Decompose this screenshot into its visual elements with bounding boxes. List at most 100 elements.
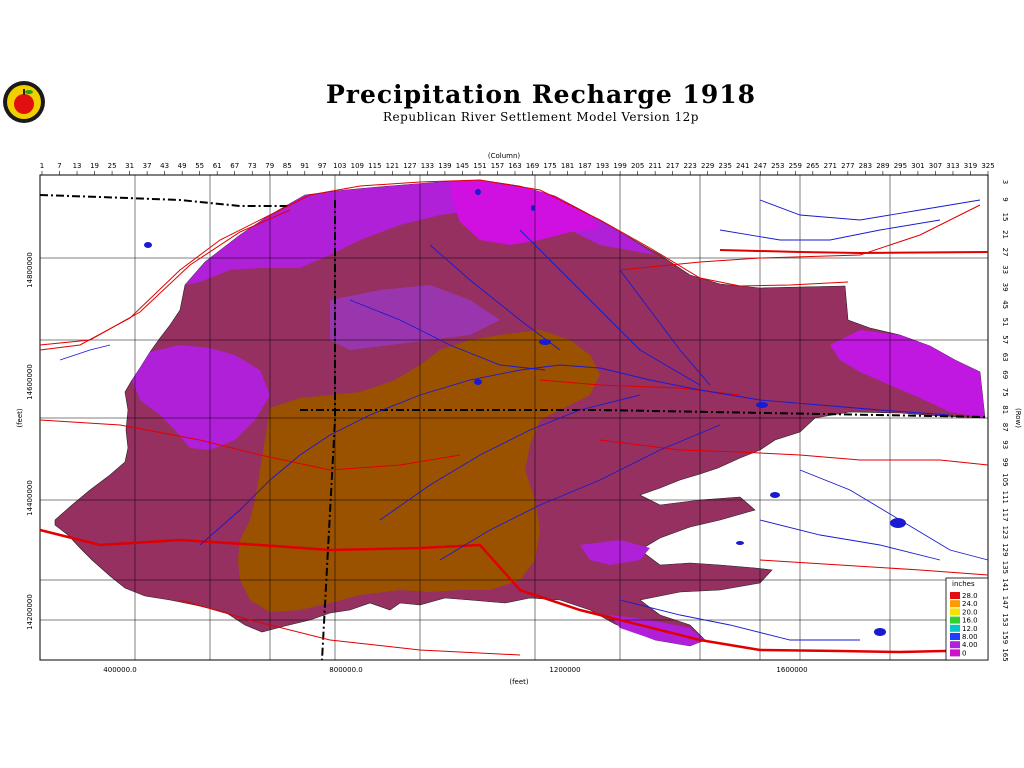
legend-label: 8.00 — [962, 633, 978, 641]
row-tick-label: 117 — [1001, 508, 1009, 521]
legend-swatch — [950, 633, 960, 640]
y-tick: 14400000 — [26, 480, 34, 516]
row-tick-label: 93 — [1001, 440, 1009, 449]
legend-label: 20.0 — [962, 608, 978, 616]
row-tick-label: 99 — [1001, 458, 1009, 467]
x-tick: 1600000 — [776, 666, 807, 674]
lakes — [144, 189, 906, 636]
column-tick-label: 247 — [754, 162, 767, 170]
column-tick-label: 283 — [859, 162, 872, 170]
column-tick-label: 175 — [543, 162, 556, 170]
column-tick-label: 187 — [578, 162, 591, 170]
legend-title: inches — [952, 580, 975, 588]
y-tick: 14600000 — [26, 364, 34, 400]
legend-label: 0 — [962, 649, 966, 657]
purple-zone-west — [132, 345, 270, 450]
column-tick-label: 295 — [894, 162, 907, 170]
column-ticks: 1 7 13 19 25 31 37 43 49 55 61 67 73 79 85 91 97 103 109 11… — [40, 162, 995, 175]
legend-swatch — [950, 608, 960, 616]
column-tick-label: 241 — [736, 162, 749, 170]
row-tick-label: 87 — [1001, 423, 1009, 432]
column-tick-label: 277 — [841, 162, 854, 170]
row-tick-label: 147 — [1001, 596, 1009, 609]
column-tick-label: 313 — [946, 162, 959, 170]
column-tick-label: 229 — [701, 162, 714, 170]
column-tick-label: 205 — [631, 162, 644, 170]
column-tick-label: 217 — [666, 162, 679, 170]
row-tick-label: 129 — [1001, 543, 1009, 556]
legend-label: 24.0 — [962, 600, 978, 608]
row-tick-label: 81 — [1001, 405, 1009, 414]
row-tick-label: 141 — [1001, 578, 1009, 591]
y-axis-label: (feet) — [16, 408, 24, 428]
column-tick-label: 271 — [824, 162, 837, 170]
column-tick-label: 253 — [771, 162, 784, 170]
row-tick-label: 45 — [1001, 300, 1009, 309]
legend-label: 4.00 — [962, 641, 978, 649]
column-tick-label: 37 — [143, 162, 152, 170]
column-tick-label: 49 — [178, 162, 187, 170]
column-tick-label: 31 — [125, 162, 134, 170]
column-tick-label: 121 — [386, 162, 399, 170]
purple-zone-center — [330, 285, 500, 350]
column-tick-label: 79 — [265, 162, 274, 170]
state-boundaries — [39, 194, 989, 661]
row-tick-label: 3 — [1001, 180, 1009, 184]
column-tick-label: 319 — [964, 162, 977, 170]
x-axis-label: (feet) — [509, 678, 529, 686]
column-tick-label: 13 — [73, 162, 82, 170]
row-tick-label: 51 — [1001, 318, 1009, 327]
column-tick-label: 7 — [57, 162, 61, 170]
apple-logo-icon — [3, 81, 45, 123]
column-tick-label: 139 — [438, 162, 451, 170]
column-tick-label: 115 — [368, 162, 381, 170]
purple-zone-south — [580, 540, 650, 565]
column-tick-label: 133 — [421, 162, 434, 170]
column-tick-label: 289 — [876, 162, 889, 170]
y-tick: 14200000 — [26, 594, 34, 630]
row-tick-label: 105 — [1001, 473, 1009, 486]
column-tick-label: 301 — [911, 162, 924, 170]
row-axis-label: (Row) — [1014, 408, 1022, 428]
row-tick-label: 15 — [1001, 213, 1009, 222]
column-tick-label: 67 — [230, 162, 239, 170]
row-tick-label: 39 — [1001, 283, 1009, 292]
column-tick-label: 85 — [283, 162, 292, 170]
row-tick-label: 111 — [1001, 491, 1009, 504]
row-tick-label: 165 — [1001, 648, 1009, 661]
legend: inches 28.024.020.016.012.08.004.000 — [945, 577, 989, 661]
column-tick-label: 193 — [596, 162, 609, 170]
column-tick-label: 55 — [195, 162, 204, 170]
column-tick-label: 73 — [248, 162, 257, 170]
column-tick-label: 1 — [40, 162, 44, 170]
column-tick-label: 19 — [90, 162, 99, 170]
legend-swatch — [950, 600, 960, 608]
page-subtitle: Republican River Settlement Model Versio… — [383, 110, 699, 124]
purple-zone-east — [830, 330, 985, 418]
column-tick-label: 325 — [981, 162, 994, 170]
row-tick-label: 57 — [1001, 335, 1009, 344]
magenta-zone — [450, 180, 600, 245]
legend-label: 16.0 — [962, 617, 978, 625]
column-axis-label: (Column) — [488, 152, 521, 160]
y-tick: 14800000 — [26, 252, 34, 288]
column-tick-label: 265 — [806, 162, 819, 170]
column-tick-label: 25 — [108, 162, 117, 170]
column-tick-label: 181 — [561, 162, 574, 170]
legend-swatch — [950, 616, 960, 624]
row-tick-label: 75 — [1001, 388, 1009, 397]
row-tick-label: 135 — [1001, 561, 1009, 574]
legend-swatch — [950, 641, 960, 649]
row-tick-label: 69 — [1001, 370, 1009, 379]
column-tick-label: 61 — [213, 162, 222, 170]
legend-swatch — [950, 592, 960, 599]
road-network — [39, 179, 989, 656]
x-tick: 800000.0 — [329, 666, 362, 674]
row-tick-label: 21 — [1001, 230, 1009, 239]
page-title: Precipitation Recharge 1918 — [325, 80, 757, 109]
column-tick-label: 91 — [300, 162, 309, 170]
legend-swatch — [950, 649, 960, 657]
column-tick-label: 151 — [473, 162, 486, 170]
column-tick-label: 199 — [613, 162, 626, 170]
